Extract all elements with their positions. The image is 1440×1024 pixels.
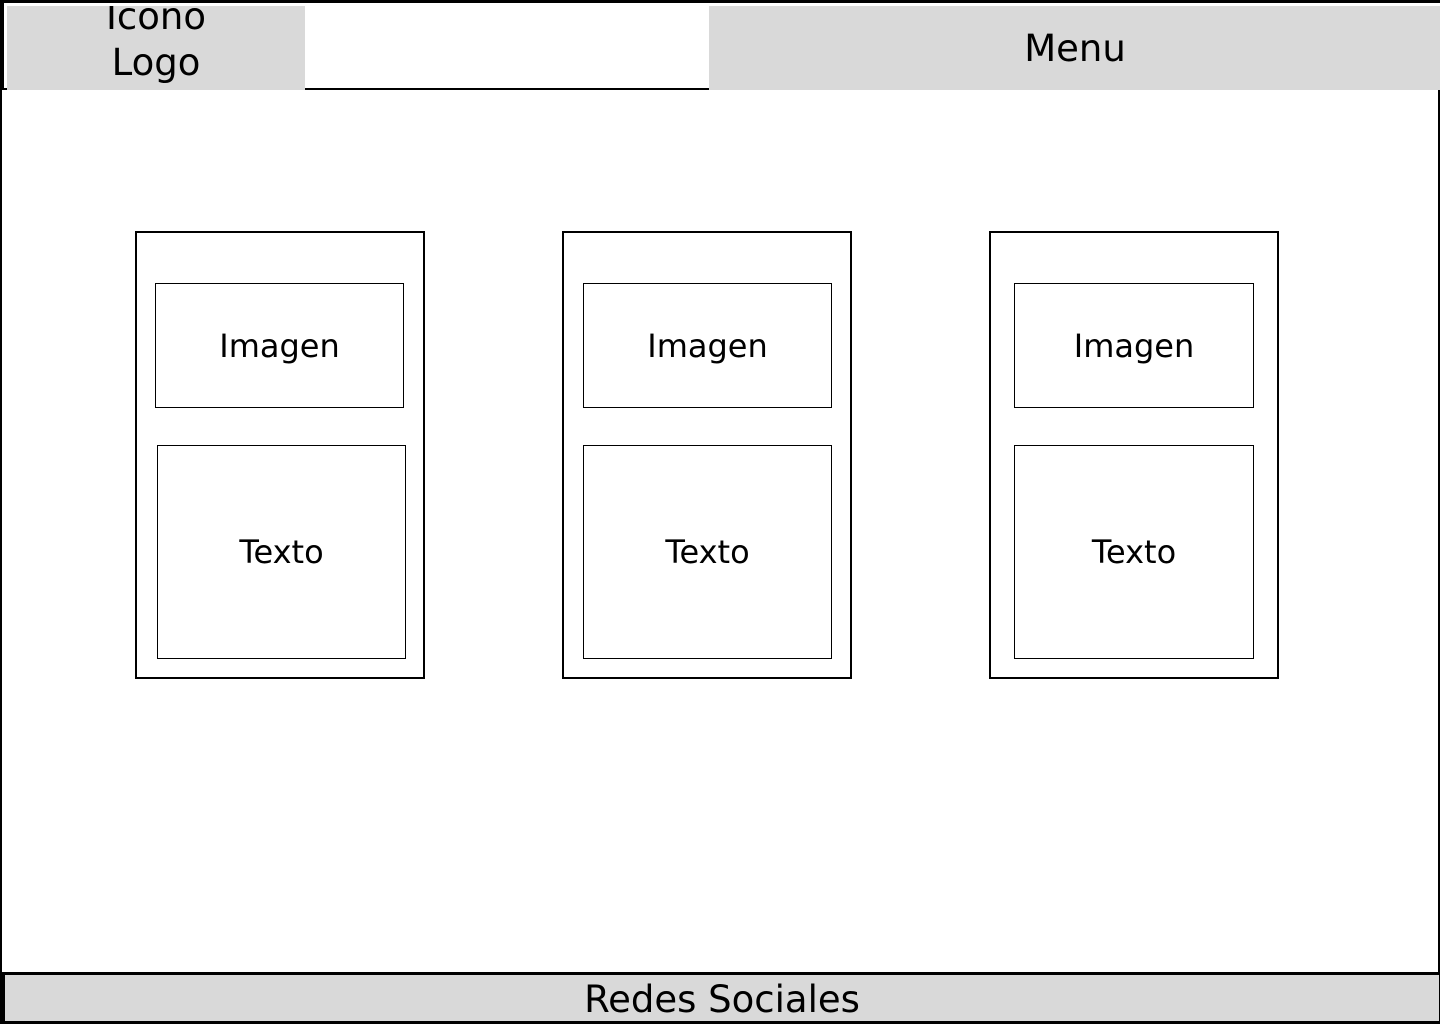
site-header: Icono Logo Menu <box>2 0 1440 90</box>
card-text-label: Texto <box>1091 533 1177 571</box>
card-text-placeholder: Texto <box>157 445 406 659</box>
card-image-placeholder: Imagen <box>1014 283 1254 408</box>
card-text-label: Texto <box>665 533 750 571</box>
content-card-2: Imagen Texto <box>562 231 852 679</box>
footer-label: Redes Sociales <box>584 977 860 1021</box>
card-text-placeholder: Texto <box>1014 445 1254 659</box>
content-card-1: Imagen Texto <box>135 231 425 679</box>
card-image-label: Imagen <box>1073 326 1195 365</box>
logo-label: Icono Logo <box>106 6 206 84</box>
content-card-3: Imagen Texto <box>989 231 1279 679</box>
menu-label: Menu <box>1024 26 1126 70</box>
card-text-label: Texto <box>239 533 324 571</box>
card-image-placeholder: Imagen <box>155 283 404 408</box>
card-image-placeholder: Imagen <box>583 283 832 408</box>
card-image-label: Imagen <box>647 326 768 365</box>
logo-placeholder[interactable]: Icono Logo <box>7 6 305 90</box>
card-text-placeholder: Texto <box>583 445 832 659</box>
social-footer[interactable]: Redes Sociales <box>2 972 1440 1024</box>
card-image-label: Imagen <box>219 326 340 365</box>
menu-placeholder[interactable]: Menu <box>709 6 1440 90</box>
